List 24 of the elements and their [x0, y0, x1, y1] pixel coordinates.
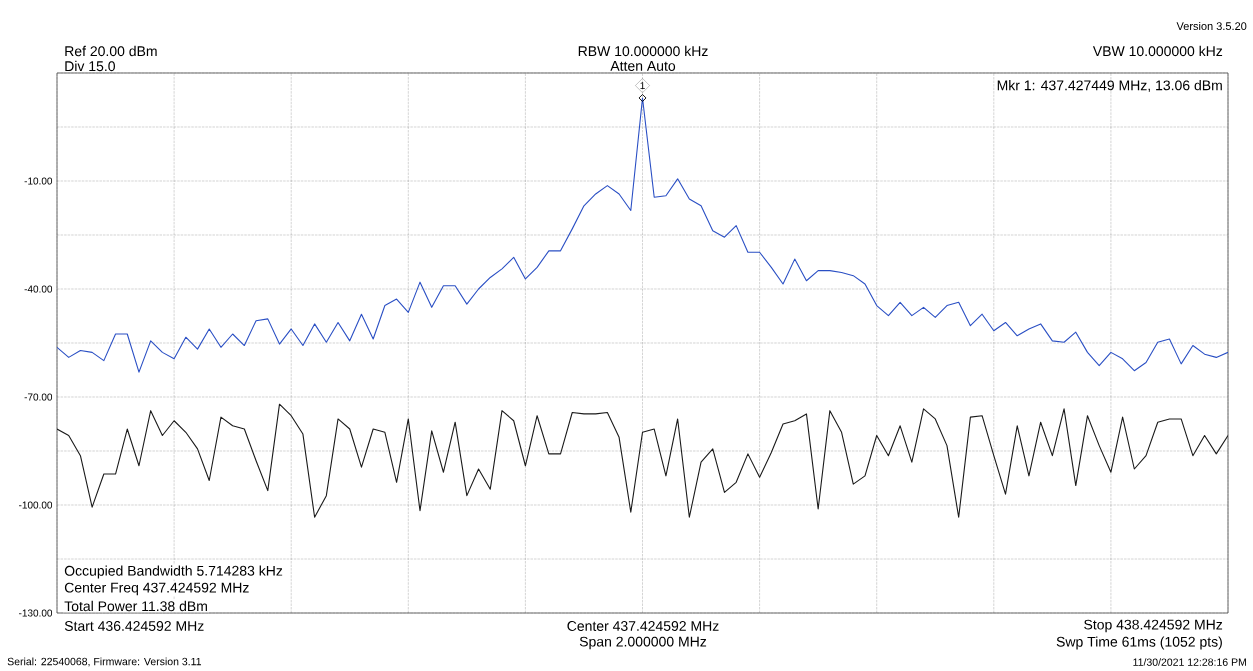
- chart-subtitle: Atten Auto: [610, 61, 676, 71]
- text: Span 2.000000 MHz: [579, 636, 707, 650]
- annotation: Occupied Bandwidth 5.714283 kHz: [64, 565, 283, 579]
- text: Start 436.424592 MHz: [64, 621, 204, 631]
- annotation: Mkr 1: 437.427449 MHz, 13.06 dBm: [997, 80, 1222, 92]
- y-tick-label: -130.00: [19, 609, 53, 617]
- text: Serial: 22540068, Firmware: Version 3.11: [7, 657, 202, 667]
- text: Swp Time 61ms (1052 pts): [1056, 636, 1222, 650]
- y-tick-label: -100.00: [19, 501, 53, 509]
- annotation: Center Freq 437.424592 MHz: [64, 582, 249, 596]
- y-tick-label: -70.00: [24, 393, 53, 401]
- text: Center 437.424592 MHz: [567, 621, 719, 631]
- text: Ref 20.00 dBm: [65, 45, 157, 57]
- text: 11/30/2021 12:28:16 PM: [1133, 658, 1246, 666]
- text: Div 15.0: [65, 60, 115, 72]
- line-series: [57, 403, 1229, 518]
- text: VBW 10.000000 kHz: [1092, 45, 1223, 57]
- annotation: Total Power 11.38 dBm: [64, 600, 207, 612]
- y-tick-label: -10.00: [24, 177, 53, 185]
- text: Stop 438.424592 MHz: [1084, 619, 1223, 633]
- y-tick-label: -40.00: [24, 285, 53, 293]
- text: Version 3.5.20: [1176, 21, 1247, 31]
- chart-title: RBW 10.000000 kHz: [578, 45, 708, 57]
- annotation: 1: [640, 82, 645, 89]
